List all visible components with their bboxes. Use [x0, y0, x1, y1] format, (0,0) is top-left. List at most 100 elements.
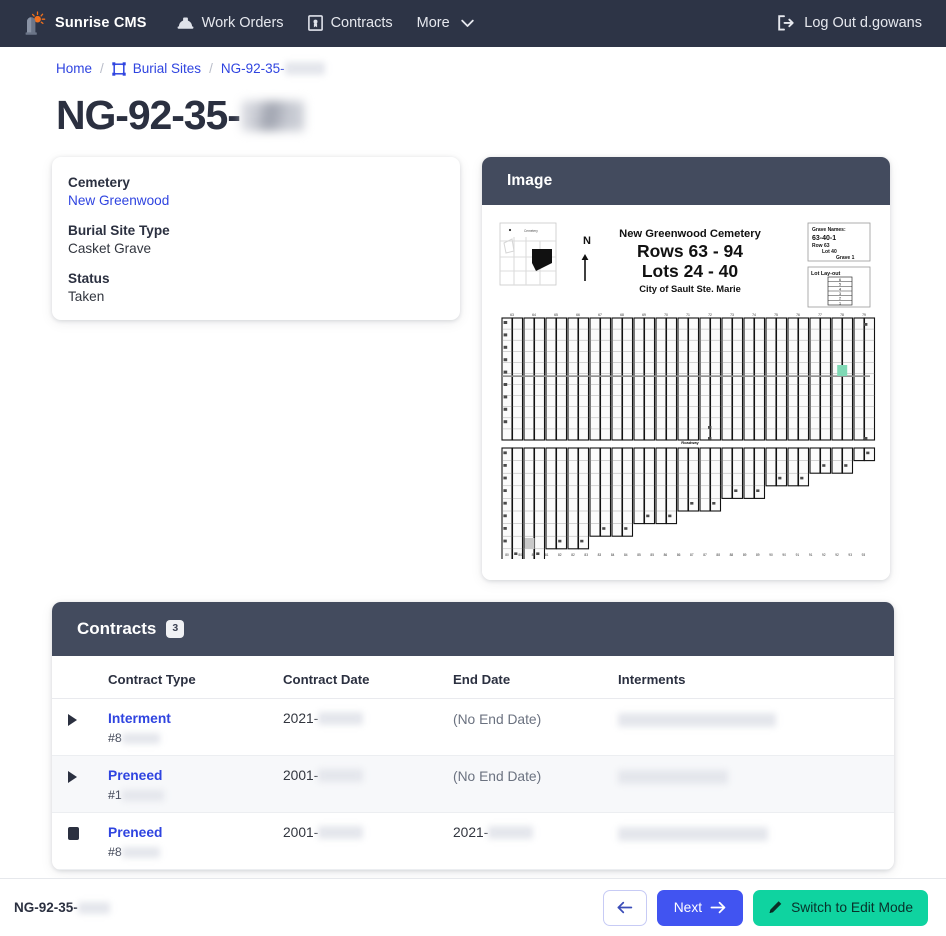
breadcrumb-burial-sites-label: Burial Sites — [132, 61, 202, 76]
svg-text:92: 92 — [822, 553, 826, 557]
field-burial-site-type: Burial Site Type Casket Grave — [52, 223, 460, 256]
svg-text:85: 85 — [637, 553, 641, 557]
legend-lot-layout: Lot Lay-out 6 5 4 3 2 1 — [807, 266, 871, 308]
svg-text:71: 71 — [686, 313, 690, 317]
bottom-action-bar: NG-92-35- Next — [0, 878, 946, 936]
logout-label: Log Out d.gowans — [804, 15, 922, 31]
svg-text:Grave 1: Grave 1 — [836, 255, 855, 261]
svg-text:89: 89 — [756, 553, 760, 557]
svg-text:78: 78 — [840, 313, 844, 317]
svg-text:81: 81 — [532, 553, 536, 557]
svg-text:91: 91 — [809, 553, 813, 557]
contracts-table-body: Interment #8 2021- (No End Date) — [52, 698, 894, 870]
expand-triangle-icon[interactable] — [68, 771, 77, 783]
burial-site-info-card: Cemetery New Greenwood Burial Site Type … — [52, 157, 460, 320]
row-contract-date-cell: 2021- — [283, 698, 453, 756]
svg-text:91: 91 — [796, 553, 800, 557]
breadcrumb-burial-sites[interactable]: Burial Sites — [112, 61, 201, 76]
field-label: Cemetery — [68, 175, 130, 190]
contracts-card: Contracts 3 Contract Type Contract Date … — [52, 602, 894, 870]
cemetery-map[interactable]: Cemetery N New Greenwood Cemetery Rows 6… — [496, 219, 876, 564]
edit-button-label: Switch to Edit Mode — [791, 900, 913, 915]
svg-text:5: 5 — [839, 283, 841, 287]
svg-text:63: 63 — [510, 313, 514, 317]
column-end-date: End Date — [453, 656, 618, 699]
svg-text:92: 92 — [835, 553, 839, 557]
svg-text:83: 83 — [584, 553, 588, 557]
contract-type-link[interactable]: Preneed — [108, 825, 163, 840]
breadcrumb-separator: / — [100, 61, 104, 76]
nav-item-contracts[interactable]: Contracts — [307, 15, 393, 31]
row-interments-cell — [618, 755, 894, 813]
top-navbar: Sunrise CMS Work Orders — [0, 0, 946, 47]
chevron-down-icon — [460, 19, 474, 28]
contract-number-prefix: #1 — [108, 788, 122, 802]
image-panel-header: Image — [482, 157, 890, 205]
svg-text:87: 87 — [690, 553, 694, 557]
row-end-date-cell: (No End Date) — [453, 698, 618, 756]
contract-date-text: 2001- — [283, 825, 319, 840]
nav-item-label: Contracts — [330, 15, 393, 31]
burial-site-icon — [112, 61, 126, 76]
row-expander-cell[interactable] — [52, 812, 108, 870]
contracts-table: Contract Type Contract Date End Date Int… — [52, 656, 894, 870]
field-value-cemetery[interactable]: New Greenwood — [68, 193, 170, 208]
svg-text:77: 77 — [818, 313, 822, 317]
field-label: Status — [68, 271, 110, 286]
svg-text:3: 3 — [839, 292, 841, 296]
bottom-actions: Next Switch to Edit Mode — [602, 889, 928, 926]
redacted-date — [318, 712, 364, 725]
table-row[interactable]: Preneed #1 2001- (No End Date) — [52, 755, 894, 813]
breadcrumb: Home / Burial Sites / NG-92-35- — [0, 47, 946, 76]
svg-text:93: 93 — [848, 553, 852, 557]
svg-text:82: 82 — [558, 553, 562, 557]
svg-text:83: 83 — [598, 553, 602, 557]
redacted-date — [318, 769, 364, 782]
row-contract-date-cell: 2001- — [283, 755, 453, 813]
svg-text:80: 80 — [518, 553, 522, 557]
redacted-interments — [618, 826, 768, 841]
column-contract-type: Contract Type — [108, 656, 283, 699]
next-button[interactable]: Next — [656, 889, 744, 926]
table-row[interactable]: Preneed #8 2001- 20 — [52, 812, 894, 870]
row-end-date-cell: (No End Date) — [453, 755, 618, 813]
expand-triangle-icon[interactable] — [68, 714, 77, 726]
contract-date-text: 2021- — [283, 711, 319, 726]
svg-text:81: 81 — [545, 553, 549, 557]
svg-text:6: 6 — [839, 278, 841, 282]
north-arrow: N — [581, 235, 591, 281]
column-interments: Interments — [618, 656, 894, 699]
collapse-square-icon[interactable] — [68, 827, 79, 840]
svg-text:Row 63: Row 63 — [812, 243, 830, 249]
breadcrumb-current-label: NG-92-35- — [220, 61, 285, 76]
switch-to-edit-mode-button[interactable]: Switch to Edit Mode — [753, 889, 928, 926]
end-date-text: (No End Date) — [453, 769, 542, 784]
nav-item-work-orders[interactable]: Work Orders — [177, 15, 284, 31]
redacted-contract-number — [121, 789, 164, 801]
redacted-id-fragment — [77, 901, 110, 914]
page-title-text: NG-92-35- — [56, 92, 241, 138]
svg-text:65: 65 — [554, 313, 558, 317]
page-title: NG-92-35- — [56, 92, 946, 139]
row-expander-cell[interactable] — [52, 698, 108, 756]
contract-type-link[interactable]: Preneed — [108, 768, 163, 783]
table-row[interactable]: Interment #8 2021- (No End Date) — [52, 698, 894, 756]
contracts-table-head: Contract Type Contract Date End Date Int… — [52, 656, 894, 699]
certificate-icon — [307, 15, 323, 31]
breadcrumb-home[interactable]: Home — [56, 61, 93, 76]
nav-item-more[interactable]: More — [417, 15, 474, 31]
svg-text:86: 86 — [664, 553, 668, 557]
grave-grid-upper: 63 64 65 66 67 68 69 70 71 72 73 74 75 76 77 78 79 … — [501, 313, 876, 445]
row-expander-cell[interactable] — [52, 755, 108, 813]
nav-links: Work Orders Contracts More — [177, 15, 474, 31]
back-button[interactable] — [602, 889, 647, 926]
column-expander — [52, 656, 108, 699]
svg-text:87: 87 — [703, 553, 707, 557]
brand-logo[interactable]: Sunrise CMS — [24, 11, 147, 35]
redacted-interments — [618, 769, 728, 784]
breadcrumb-current[interactable]: NG-92-35- — [221, 61, 325, 76]
svg-text:Lot Lay-out: Lot Lay-out — [811, 271, 841, 277]
logout-button[interactable]: Log Out d.gowans — [777, 15, 922, 31]
contract-type-link[interactable]: Interment — [108, 711, 171, 726]
contract-number: #8 — [108, 731, 283, 745]
